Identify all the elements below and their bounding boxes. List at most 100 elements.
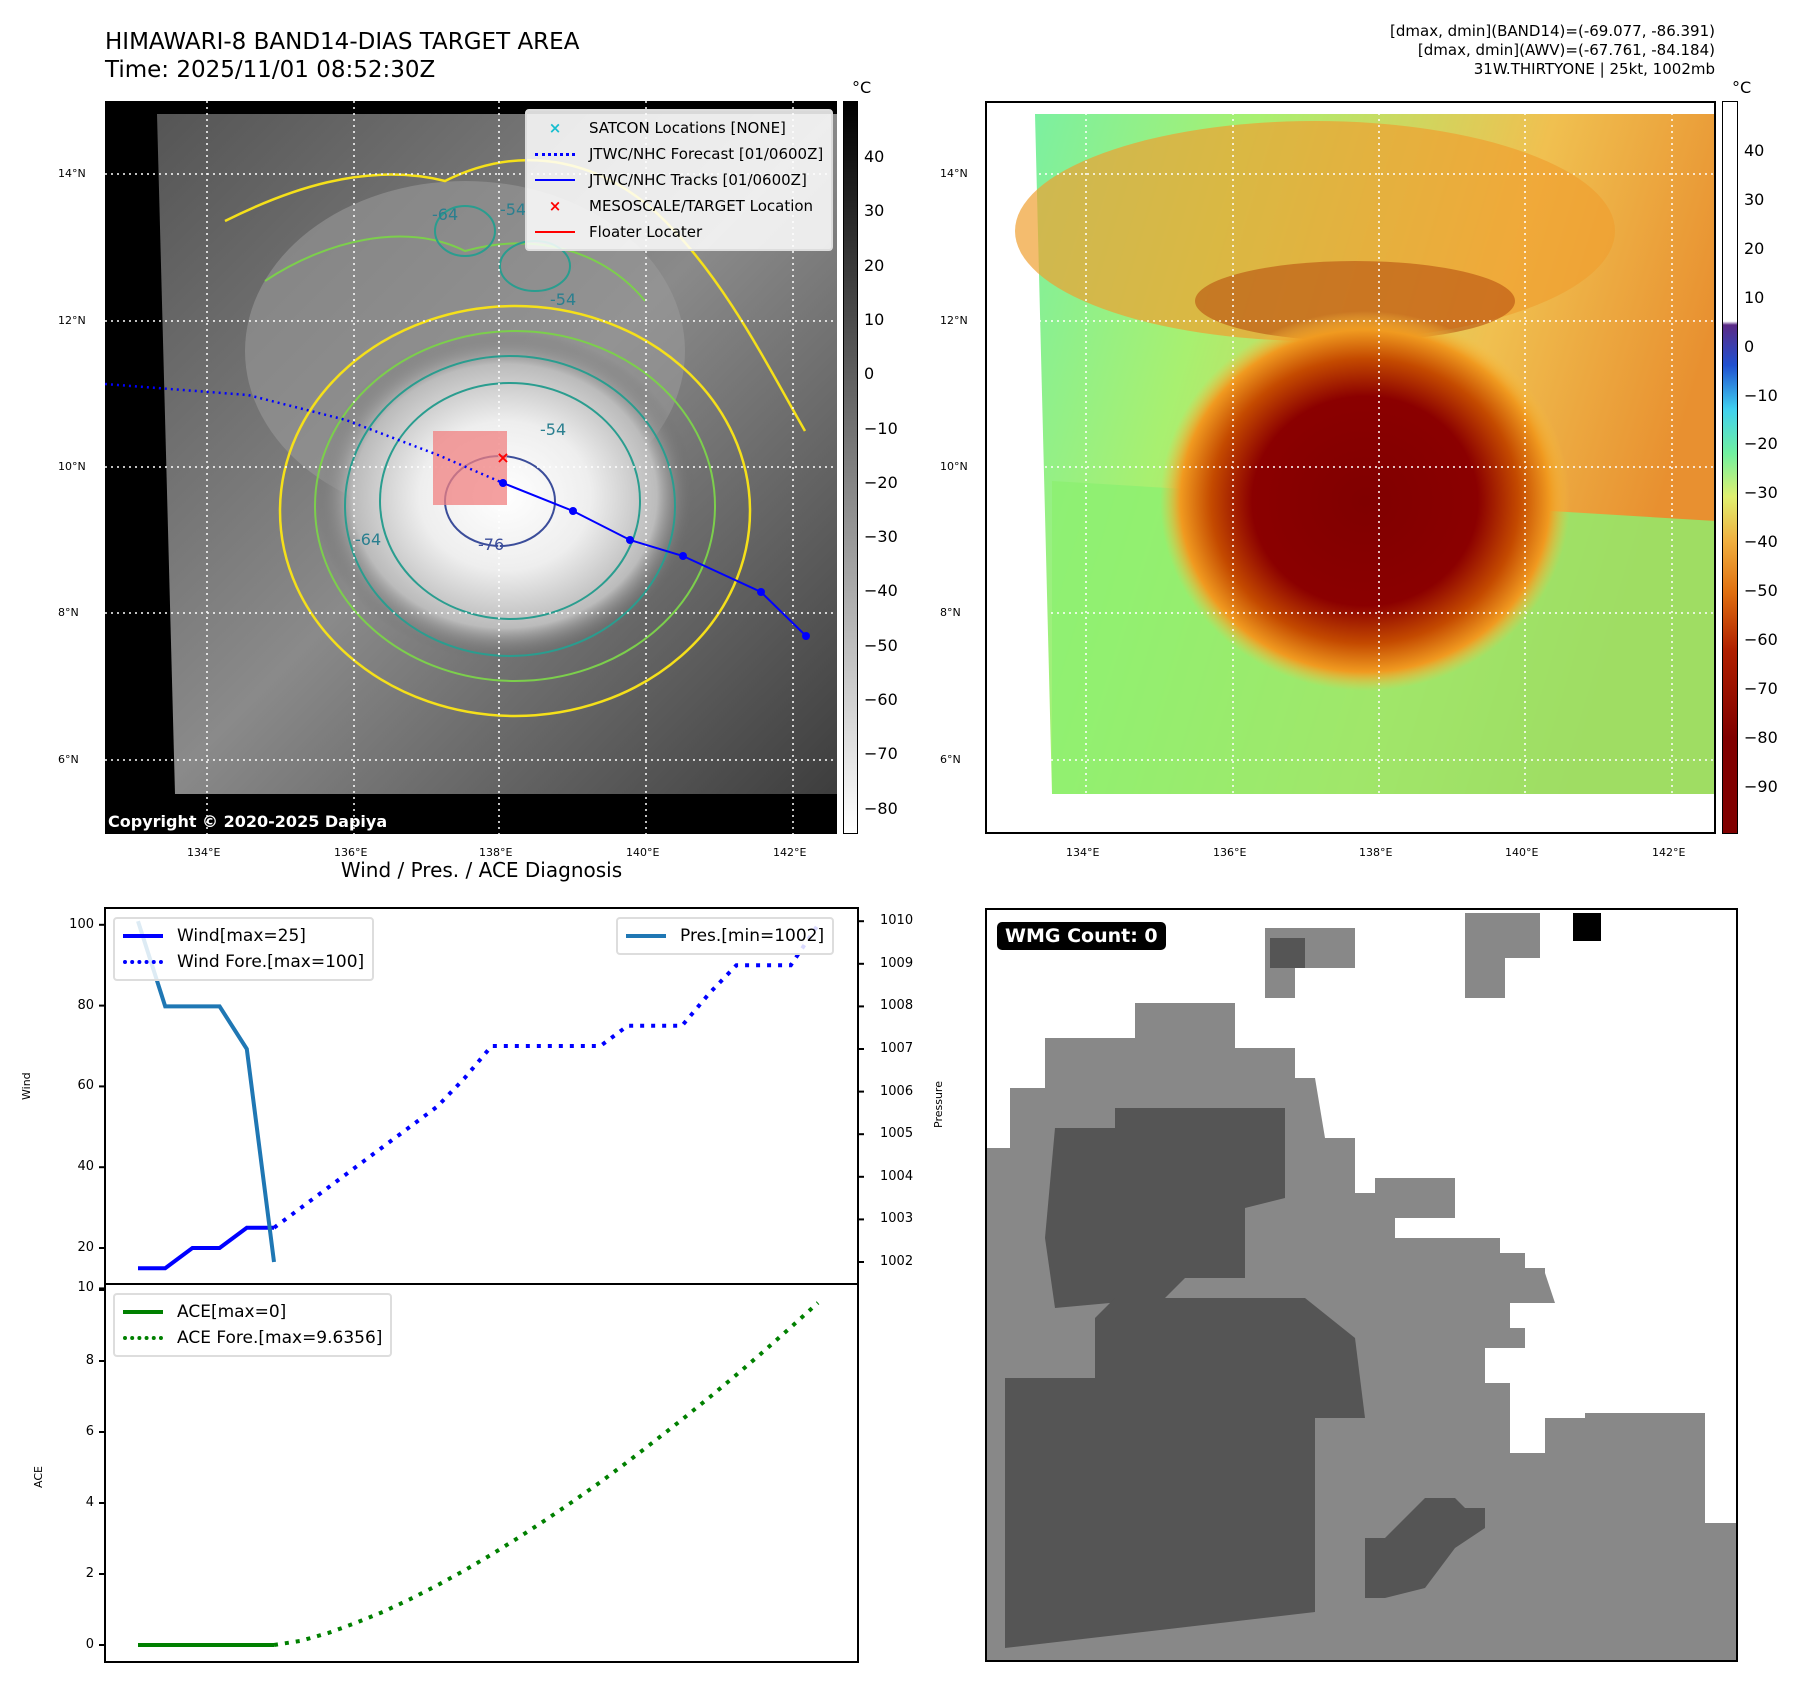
ace-tick-label: 8 xyxy=(85,1353,94,1368)
awv-map xyxy=(985,101,1716,834)
lat-label: 12°N xyxy=(940,314,968,327)
diagnosis-charts xyxy=(99,907,864,1663)
track-line-icon xyxy=(535,179,575,181)
solid-line-icon xyxy=(123,934,163,938)
legend-label: ACE Fore.[max=9.6356] xyxy=(177,1328,383,1348)
colorbar-tick: −20 xyxy=(1744,434,1778,454)
lon-label: 134°E xyxy=(1066,846,1100,859)
time-text: Time: 2025/11/01 08:52:30Z xyxy=(105,57,436,83)
map-legend: × SATCON Locations [NONE] JTWC/NHC Foreca… xyxy=(525,109,834,251)
pressure-tick-label: 1010 xyxy=(880,913,914,929)
pressure-tick-label: 1002 xyxy=(880,1254,914,1269)
wind-tick-label: 40 xyxy=(77,1159,94,1175)
colorbar-tick: −50 xyxy=(864,635,898,655)
colorbar-tick: −90 xyxy=(1744,776,1778,796)
contour-label: -64 xyxy=(355,530,382,549)
legend-label: Wind[max=25] xyxy=(177,926,306,946)
colorbar-tick: 20 xyxy=(864,255,885,275)
ace-tick-label: 0 xyxy=(85,1637,94,1652)
pressure-legend: Pres.[min=1002] xyxy=(616,917,835,955)
colorbar-tick: 10 xyxy=(864,309,885,329)
observed-track xyxy=(502,482,807,637)
colorbar-tick: −10 xyxy=(1744,385,1778,405)
ace-forecast-line xyxy=(273,1301,820,1647)
colorbar-tick: −70 xyxy=(1744,678,1778,698)
lat-label: 14°N xyxy=(940,167,968,180)
colorbar-tick: −20 xyxy=(864,472,898,492)
lat-label: 10°N xyxy=(940,460,968,473)
wind-tick-label: 80 xyxy=(77,997,94,1013)
wind-observed-line xyxy=(138,1225,274,1271)
colorbar-tick: 40 xyxy=(1744,141,1765,160)
wind-tick-label: 100 xyxy=(69,916,94,932)
colorbar-tick: 10 xyxy=(1744,287,1765,307)
colorbar-tick: −60 xyxy=(864,690,898,709)
lon-label: 138°E xyxy=(479,846,513,859)
storm-status: 31W.THIRTYONE | 25kt, 1002mb xyxy=(1473,60,1715,78)
lat-label: 8°N xyxy=(940,606,961,619)
colorbar-tick: −70 xyxy=(864,744,898,764)
colorbar-unit: °C xyxy=(1732,78,1752,97)
figure-title: HIMAWARI-8 BAND14-DIAS TARGET AREA Time: … xyxy=(105,28,579,84)
title-text: HIMAWARI-8 BAND14-DIAS TARGET AREA xyxy=(105,29,580,55)
lon-label: 142°E xyxy=(1652,846,1686,859)
colorbar-tick: −80 xyxy=(1744,727,1778,747)
forecast-track xyxy=(105,382,504,485)
colorbar-tick: −10 xyxy=(864,418,898,438)
legend-label: MESOSCALE/TARGET Location xyxy=(589,197,814,215)
lat-label: 6°N xyxy=(58,753,79,766)
contour-label: -54 xyxy=(500,200,527,219)
legend-label: Pres.[min=1002] xyxy=(680,926,825,946)
solid-line-icon xyxy=(626,934,666,938)
pressure-axis-label: Pressure xyxy=(932,1081,945,1128)
ace-axes xyxy=(104,1283,859,1663)
legend-label: SATCON Locations [NONE] xyxy=(589,119,786,137)
lat-label: 14°N xyxy=(58,167,86,180)
colorbar-unit: °C xyxy=(852,78,872,97)
legend-label: JTWC/NHC Tracks [01/0600Z] xyxy=(589,171,807,189)
wind-tick-label: 60 xyxy=(77,1078,94,1094)
floater-box xyxy=(433,431,507,505)
solid-line-icon xyxy=(123,1310,163,1314)
legend-label: JTWC/NHC Forecast [01/0600Z] xyxy=(589,145,824,163)
dotted-line-icon xyxy=(123,1336,163,1340)
colorbar-tick: −60 xyxy=(1744,630,1778,649)
awv-map-frame xyxy=(985,101,1716,834)
wind-tick-label: 20 xyxy=(77,1240,94,1255)
wind-axis-label: Wind xyxy=(20,1072,33,1100)
contour-label: -54 xyxy=(540,420,567,439)
lon-label: 134°E xyxy=(187,846,221,859)
lat-label: 6°N xyxy=(940,753,961,766)
lon-label: 136°E xyxy=(1213,846,1247,859)
legend-label: Wind Fore.[max=100] xyxy=(177,952,365,972)
lat-label: 10°N xyxy=(58,460,86,473)
ace-axis-label: ACE xyxy=(32,1466,45,1488)
dotted-line-icon xyxy=(123,960,163,964)
colorbar-tick: −40 xyxy=(864,581,898,601)
wind-forecast-line xyxy=(272,923,820,1230)
pressure-tick-label: 1007 xyxy=(880,1041,914,1056)
colorbar-tick: 0 xyxy=(1744,336,1755,356)
colorbar-tick: 30 xyxy=(864,201,885,221)
pressure-tick-label: 1003 xyxy=(880,1211,914,1227)
red-line-icon xyxy=(535,231,575,233)
pressure-tick-label: 1009 xyxy=(880,955,914,971)
chart-title: Wind / Pres. / ACE Diagnosis xyxy=(340,858,623,882)
colorbar-tick: −50 xyxy=(1744,581,1778,601)
storm-info: [dmax, dmin](BAND14)=(-69.077, -86.391)[… xyxy=(1390,22,1715,79)
grayscale-colorbar xyxy=(843,101,858,834)
wmg-count-badge: WMG Count: 0 xyxy=(997,922,1166,950)
colorbar-tick: −80 xyxy=(864,798,898,818)
colorbar-tick: −30 xyxy=(1744,483,1778,503)
lon-label: 142°E xyxy=(773,846,807,859)
band14-range: [dmax, dmin](BAND14)=(-69.077, -86.391) xyxy=(1390,22,1715,40)
pressure-tick-label: 1004 xyxy=(880,1168,914,1184)
lon-label: 140°E xyxy=(626,846,660,859)
wmg-frame xyxy=(985,908,1738,1662)
pressure-line xyxy=(136,920,276,1263)
target-x-icon: × xyxy=(548,197,562,215)
contour-label: -54 xyxy=(550,290,577,309)
wmg-panel xyxy=(985,908,1738,1662)
ace-legend: ACE[max=0] ACE Fore.[max=9.6356] xyxy=(113,1293,393,1357)
lat-label: 8°N xyxy=(58,606,79,619)
